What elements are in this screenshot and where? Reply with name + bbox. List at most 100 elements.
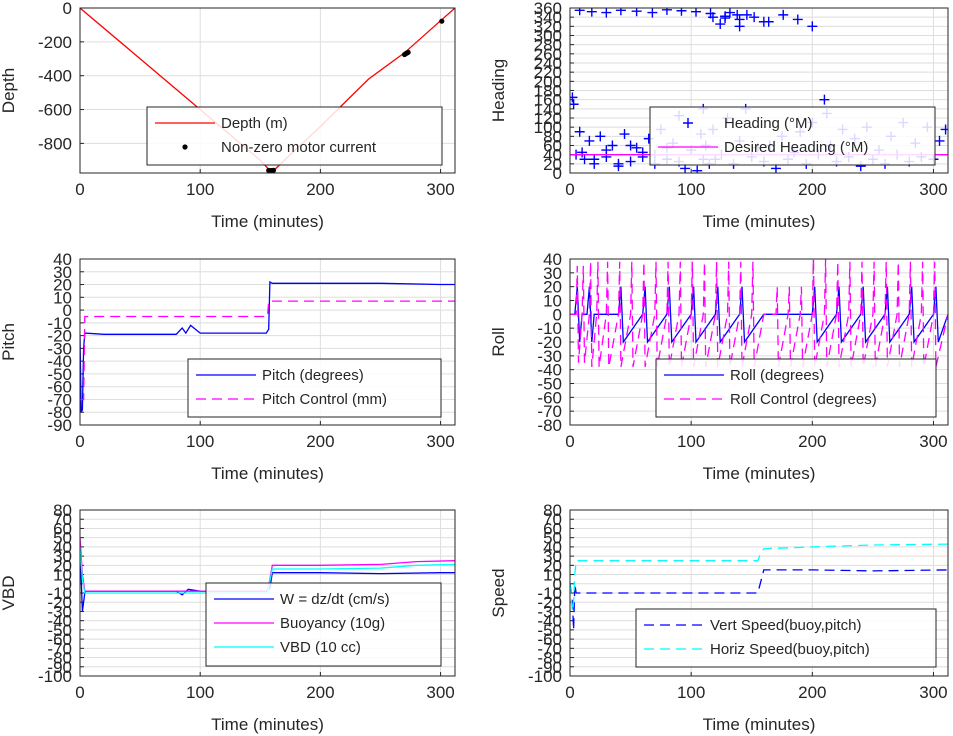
heading-series-0-point xyxy=(615,8,626,16)
heading-series-0-point xyxy=(570,92,578,103)
speed-y-tick-label: -80 xyxy=(537,649,562,668)
heading-series-0-point xyxy=(720,13,731,24)
vbd-y-tick-label: 0 xyxy=(63,575,72,594)
heading-series-0-point xyxy=(724,8,735,18)
pitch-y-tick-label: 20 xyxy=(53,276,72,295)
speed-y-tick-label: 60 xyxy=(543,519,562,538)
heading-series-0-point xyxy=(577,147,588,158)
speed-y-tick-label: -100 xyxy=(528,667,562,686)
vbd-series-2-line xyxy=(80,546,455,594)
heading-x-tick-label: 0 xyxy=(565,180,574,199)
roll-panel: 0 100 200 300403020100-10-20-30-40-50-60-70… xyxy=(489,250,949,483)
vbd-y-tick-label: 10 xyxy=(53,566,72,585)
roll-y-tick-label: 30 xyxy=(543,264,562,283)
heading-series-0-point xyxy=(732,9,743,20)
roll-series-1-line xyxy=(570,259,948,368)
speed-legend-label: Horiz Speed(buoy,pitch) xyxy=(710,641,870,658)
roll-y-tick-label: 20 xyxy=(543,278,562,297)
heading-series-0-point xyxy=(574,126,585,137)
roll-y-tick-label: -70 xyxy=(537,402,562,421)
roll-x-tick-label: 0 xyxy=(565,432,574,451)
pitch-series-0-line xyxy=(80,280,455,413)
vbd-panel: 0 100 200 30080706050403020100-10-20-30-40-… xyxy=(0,501,456,734)
heading-legend: Heading (°M) Desired Heading (°M) xyxy=(649,106,936,166)
depth-legend-label: Non-zero motor current xyxy=(221,139,377,156)
roll-series-group xyxy=(570,259,948,368)
pitch-legend-label: Pitch (degrees) xyxy=(262,367,364,384)
heading-series-0-point xyxy=(601,145,612,156)
speed-x-tick-label: 0 xyxy=(565,683,574,702)
heading-series-0-point xyxy=(661,8,672,15)
heading-legend-label: Heading (°M) xyxy=(724,115,813,132)
heading-x-axis-label: Time (minutes) xyxy=(703,212,816,231)
pitch-y-axis-label: Pitch xyxy=(0,323,18,361)
roll-legend-label: Roll (degrees) xyxy=(730,367,824,384)
heading-series-0-point xyxy=(819,94,830,105)
roll-y-tick-label: -60 xyxy=(537,388,562,407)
speed-y-tick-label: 40 xyxy=(543,538,562,557)
depth-x-tick-label: 100 xyxy=(186,180,214,199)
vbd-legend-label: W = dz/dt (cm/s) xyxy=(280,591,390,608)
heading-x-tick-label: 200 xyxy=(798,180,826,199)
heading-y-tick-label: 180 xyxy=(534,82,562,101)
vbd-y-axis-label: VBD xyxy=(0,576,18,611)
vbd-y-tick-label: 40 xyxy=(53,538,72,557)
heading-series-0-point xyxy=(934,135,945,146)
depth-x-tick-label: 0 xyxy=(75,180,84,199)
heading-y-tick-label: 140 xyxy=(534,100,562,119)
heading-series-0-point xyxy=(601,8,612,18)
pitch-legend-label: Pitch Control (mm) xyxy=(262,391,387,408)
heading-series-0-point xyxy=(574,8,585,16)
roll-y-tick-label: -50 xyxy=(537,375,562,394)
pitch-series-1-line xyxy=(80,300,455,401)
speed-x-tick-label: 100 xyxy=(677,683,705,702)
vbd-y-tick-label: 20 xyxy=(53,556,72,575)
roll-legend-box xyxy=(655,358,937,418)
speed-y-tick-label: 70 xyxy=(543,510,562,529)
depth-y-tick-label: -200 xyxy=(38,33,72,52)
pitch-y-tick-label: -90 xyxy=(47,416,72,435)
heading-x-tick-label: 100 xyxy=(677,180,705,199)
heading-x-tick-label: 300 xyxy=(919,180,947,199)
vbd-y-tick-label: 70 xyxy=(53,510,72,529)
heading-series-0-point xyxy=(707,12,718,23)
speed-y-tick-label: 0 xyxy=(553,575,562,594)
pitch-y-tick-label: -20 xyxy=(47,327,72,346)
depth-y-tick-label: -600 xyxy=(38,101,72,120)
speed-series-group xyxy=(570,543,948,630)
depth-legend: Depth (m) Non-zero motor current xyxy=(146,106,443,166)
heading-y-tick-label: 60 xyxy=(543,137,562,156)
pitch-series-group xyxy=(80,280,455,413)
roll-y-tick-label: 40 xyxy=(543,250,562,269)
depth-legend-label: Depth (m) xyxy=(221,115,288,132)
roll-y-tick-label: -10 xyxy=(537,319,562,338)
heading-y-tick-label: 220 xyxy=(534,63,562,82)
vbd-x-tick-label: 0 xyxy=(75,683,84,702)
heading-series-0-point xyxy=(647,8,658,18)
heading-y-tick-label: 200 xyxy=(534,72,562,91)
heading-series-0-point xyxy=(778,9,789,20)
depth-series-1-point xyxy=(270,167,277,173)
depth-y-axis-label: Depth xyxy=(0,68,18,113)
heading-y-tick-label: 120 xyxy=(534,109,562,128)
roll-y-axis-label: Roll xyxy=(489,327,508,356)
heading-series-0-point xyxy=(631,8,642,17)
roll-axes-box xyxy=(569,258,949,426)
pitch-y-tick-label: -70 xyxy=(47,390,72,409)
heading-series-0-point xyxy=(589,154,600,165)
pitch-axes-box xyxy=(79,258,456,426)
vbd-x-tick-label: 200 xyxy=(306,683,334,702)
roll-y-tick-label: -30 xyxy=(537,347,562,366)
pitch-y-tick-label: 10 xyxy=(53,288,72,307)
depth-x-tick-label: 200 xyxy=(306,180,334,199)
heading-series-0-point xyxy=(631,142,642,153)
roll-legend-label: Roll Control (degrees) xyxy=(730,391,877,408)
roll-y-tick-label: 10 xyxy=(543,292,562,311)
heading-series-0-point xyxy=(940,124,948,135)
vbd-y-tick-label: 60 xyxy=(53,519,72,538)
depth-axes-box xyxy=(79,7,456,174)
pitch-y-tick-label: -80 xyxy=(47,403,72,422)
vbd-y-tick-label: -100 xyxy=(38,667,72,686)
heading-legend-marker xyxy=(683,118,693,128)
roll-y-tick-label: -20 xyxy=(537,333,562,352)
